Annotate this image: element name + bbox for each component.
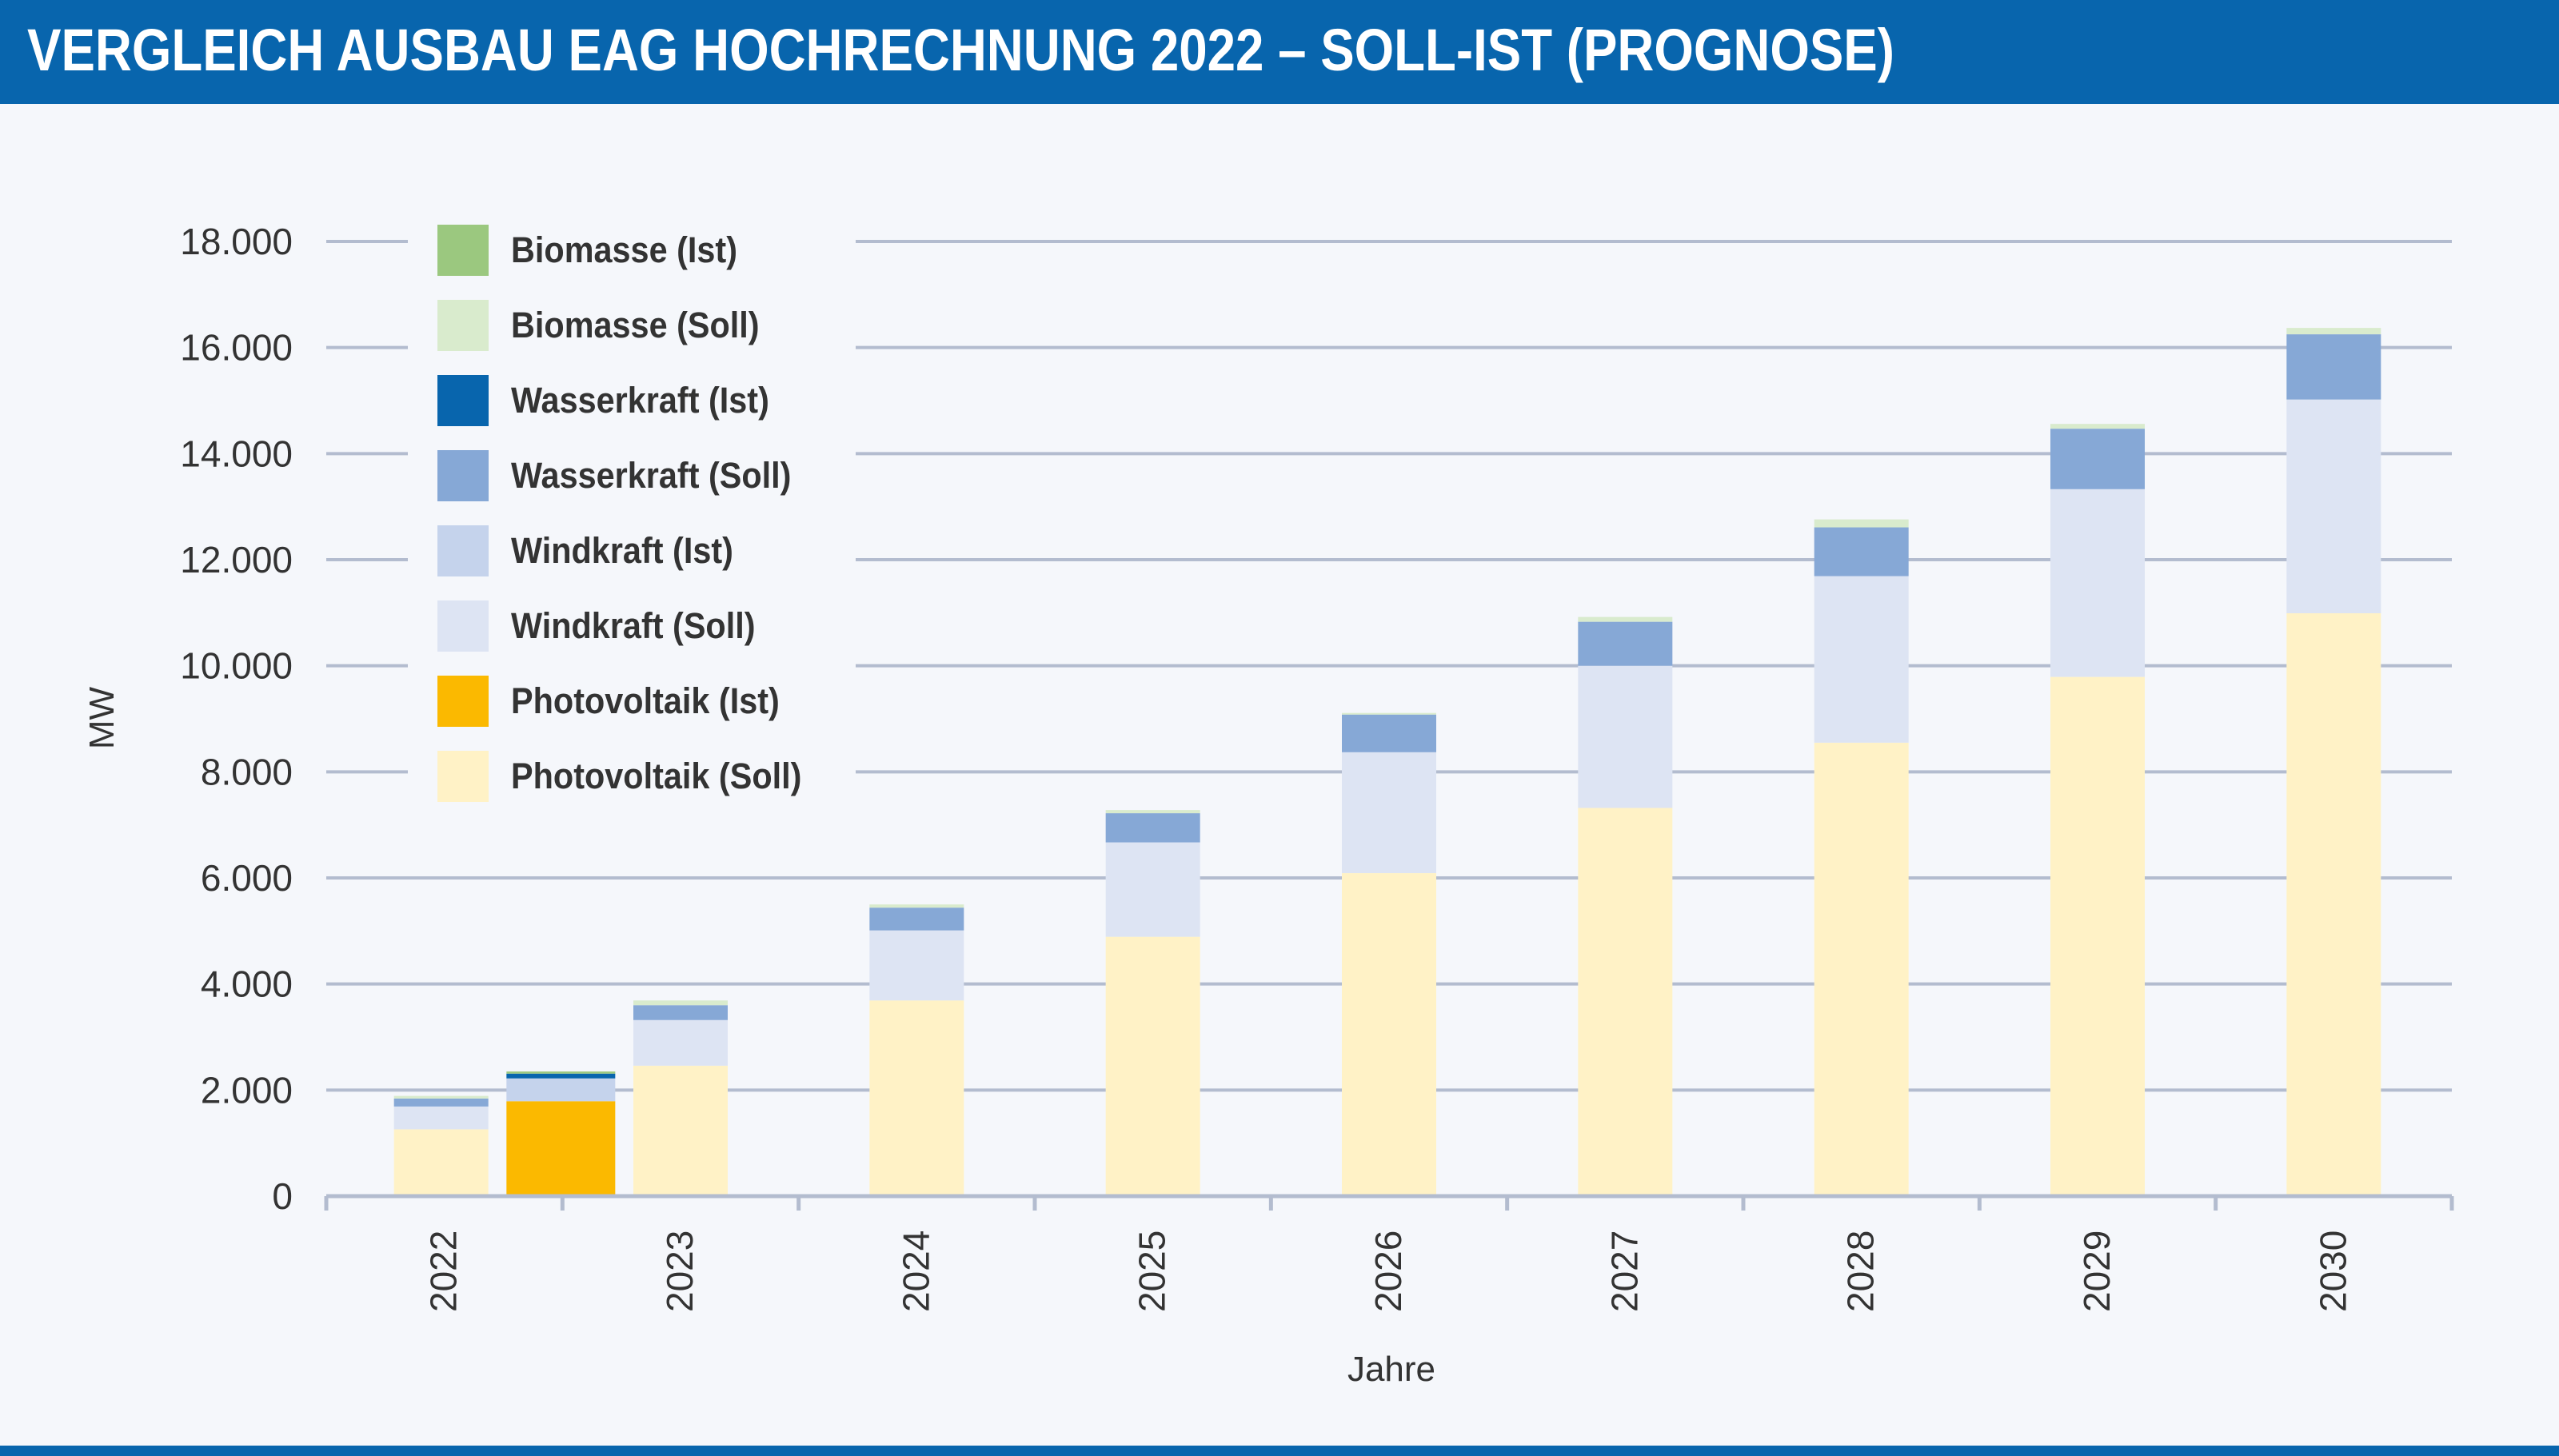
x-tick-label: 2030 [2312, 1231, 2353, 1312]
bar-segment [1342, 714, 1436, 752]
bar-segment [869, 1000, 964, 1196]
bar-segment [1342, 712, 1436, 715]
y-tick-label: 14.000 [180, 433, 293, 474]
legend: Biomasse (Ist) Biomasse (Soll) Wasserkra… [437, 213, 827, 814]
legend-swatch [437, 300, 489, 351]
bar-segment [506, 1101, 616, 1196]
chart-title: VERGLEICH AUSBAU EAG HOCHRECHNUNG 2022 –… [27, 17, 1894, 83]
legend-label: Photovoltaik (Soll) [511, 756, 802, 796]
bar-segment [506, 1078, 616, 1102]
bar-segment [2050, 429, 2145, 489]
bar-segment [1578, 616, 1673, 622]
bar-segment [506, 1073, 616, 1079]
x-tick-label: 2023 [659, 1231, 701, 1312]
bar-segment [1814, 742, 1909, 1196]
bar-segment [393, 1106, 489, 1130]
legend-item: Windkraft (Soll) [437, 588, 827, 664]
bar-segment [1814, 519, 1909, 528]
legend-item: Windkraft (Ist) [437, 513, 827, 588]
x-tick-label: 2028 [1840, 1231, 1882, 1312]
bar-segment [869, 904, 964, 908]
x-tick-label: 2026 [1367, 1231, 1409, 1312]
legend-item: Wasserkraft (Soll) [437, 438, 827, 513]
bar-segment [2286, 334, 2381, 400]
bar-segment [633, 1000, 728, 1006]
bar-segment [869, 908, 964, 931]
bar-segment [633, 1065, 728, 1196]
y-axis-title: MW [82, 686, 122, 749]
legend-swatch [437, 525, 489, 576]
bar-segment [2286, 399, 2381, 613]
bar-segment [1105, 813, 1200, 843]
title-bar: VERGLEICH AUSBAU EAG HOCHRECHNUNG 2022 –… [0, 0, 2559, 104]
bar-segment [2050, 424, 2145, 429]
bar-segment [2286, 612, 2381, 1196]
bar-segment [393, 1098, 489, 1107]
y-tick-label: 18.000 [180, 221, 293, 262]
bar-segment [1814, 527, 1909, 576]
bar-segment [1105, 842, 1200, 937]
x-tick-label: 2022 [423, 1231, 465, 1312]
x-axis-title: Jahre [1347, 1350, 1435, 1389]
bar-segment [633, 1005, 728, 1020]
bar-segment [1814, 576, 1909, 743]
y-tick-label: 8.000 [201, 751, 293, 792]
y-tick-label: 12.000 [180, 539, 293, 580]
legend-swatch [437, 676, 489, 727]
legend-label: Biomasse (Soll) [511, 305, 760, 345]
x-tick-label: 2027 [1603, 1231, 1645, 1312]
y-tick-label: 6.000 [201, 857, 293, 899]
bar-segment [1578, 621, 1673, 666]
legend-swatch [437, 751, 489, 802]
bar-segment [2050, 676, 2145, 1196]
y-tick-label: 2.000 [201, 1069, 293, 1111]
legend-item: Biomasse (Soll) [437, 288, 827, 363]
legend-swatch [437, 225, 489, 276]
bar-segment [869, 930, 964, 1001]
legend-item: Photovoltaik (Ist) [437, 664, 827, 739]
legend-item: Biomasse (Ist) [437, 213, 827, 288]
legend-swatch [437, 375, 489, 426]
footer-bar [0, 1446, 2559, 1456]
legend-swatch [437, 450, 489, 501]
bar-segment [1342, 752, 1436, 874]
x-tick-label: 2025 [1132, 1231, 1173, 1312]
legend-item: Photovoltaik (Soll) [437, 739, 827, 814]
y-tick-label: 10.000 [180, 645, 293, 687]
y-tick-label: 0 [272, 1175, 293, 1217]
legend-label: Windkraft (Soll) [511, 605, 756, 646]
bar-segment [2050, 489, 2145, 677]
legend-swatch [437, 600, 489, 652]
legend-label: Biomasse (Ist) [511, 229, 738, 270]
bar-segment [1105, 936, 1200, 1196]
bar-segment [506, 1071, 616, 1074]
bar-segment [2286, 328, 2381, 335]
bar-segment [1342, 873, 1436, 1196]
bar-segment [633, 1019, 728, 1066]
legend-label: Wasserkraft (Soll) [511, 455, 792, 496]
y-tick-label: 4.000 [201, 963, 293, 1005]
x-tick-label: 2029 [2076, 1231, 2118, 1312]
x-tick-label: 2024 [895, 1231, 936, 1312]
bar-segment [1578, 808, 1673, 1196]
bar-segment [1105, 810, 1200, 814]
legend-label: Photovoltaik (Ist) [511, 680, 780, 721]
bar-segment [1578, 665, 1673, 808]
y-tick-label: 16.000 [180, 327, 293, 369]
legend-label: Windkraft (Ist) [511, 530, 733, 571]
bar-segment [393, 1095, 489, 1099]
bar-segment [393, 1129, 489, 1196]
legend-item: Wasserkraft (Ist) [437, 363, 827, 438]
legend-label: Wasserkraft (Ist) [511, 380, 769, 421]
